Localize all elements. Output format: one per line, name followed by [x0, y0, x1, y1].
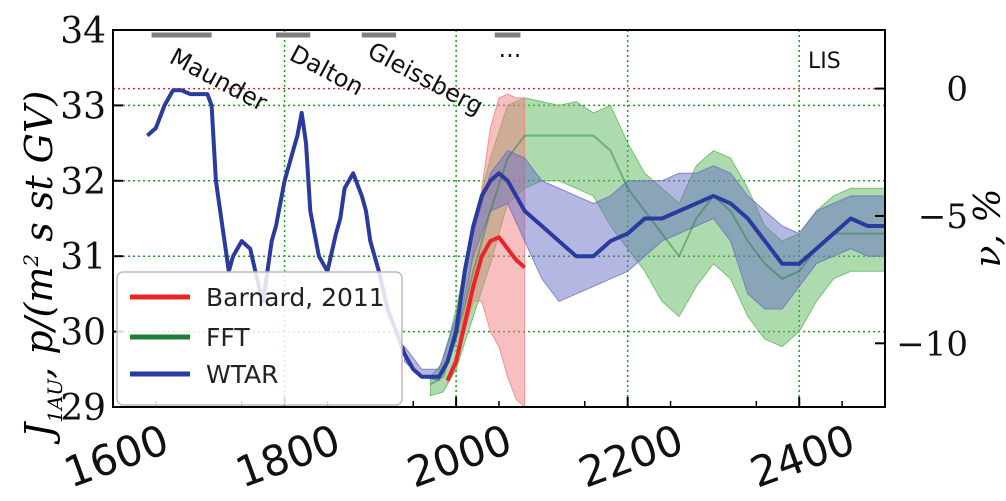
x-tick-label: 2400: [744, 415, 861, 497]
x-tick-label: 2200: [572, 415, 689, 497]
lis-label: LIS: [808, 49, 841, 74]
y-tick-label: 32: [60, 162, 106, 203]
minimum-label: Gleissberg: [363, 37, 488, 121]
y2-tick-label: −5: [918, 197, 968, 237]
y-tick-label: 30: [60, 313, 106, 354]
legend-label-fft: FFT: [206, 323, 250, 352]
y-tick-label: 34: [60, 11, 106, 52]
y2-tick-label: 0: [946, 70, 968, 110]
y2-tick-label: −10: [896, 324, 968, 364]
y-axis-label: J1AU, p/(m2 s st GV): [17, 91, 67, 445]
fft-series-line: [429, 134, 885, 386]
fft-uncertainty-band: [429, 97, 885, 397]
y-tick-label: 29: [60, 388, 106, 429]
legend: Barnard, 2011 FFT WTAR: [116, 271, 403, 406]
barnard-series-line: [445, 235, 527, 382]
legend-label-barnard: Barnard, 2011: [206, 283, 385, 312]
legend-label-wtar: WTAR: [206, 360, 279, 389]
y2-axis-label: ν, %: [968, 189, 1006, 268]
minimum-label: Dalton: [285, 40, 368, 102]
y-tick-label: 33: [60, 86, 106, 127]
x-tick-label: 1800: [229, 415, 346, 497]
minimum-label: ...: [499, 35, 522, 63]
y-tick-label: 31: [60, 237, 106, 278]
x-tick-label: 2000: [401, 415, 518, 497]
